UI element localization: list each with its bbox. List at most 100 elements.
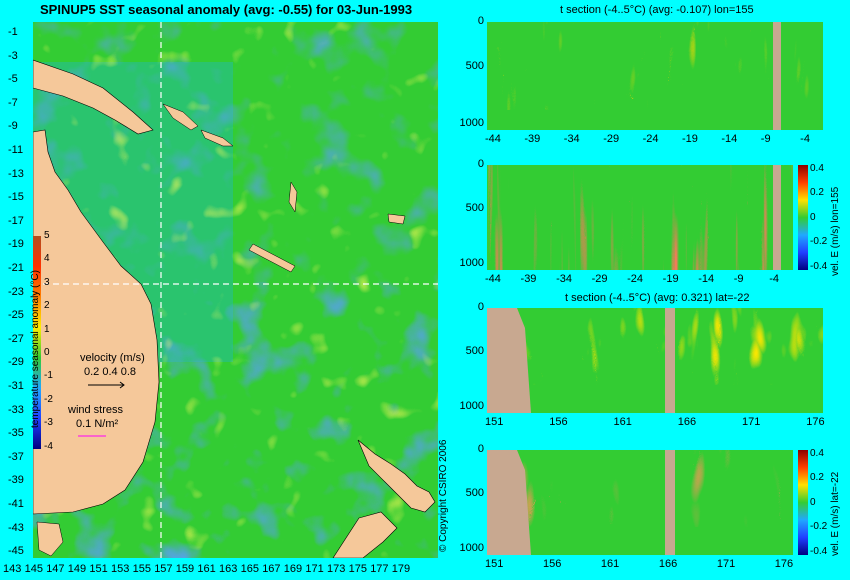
colorbar-tick-label: 3 bbox=[44, 276, 50, 288]
colorbar-tick-label: -4 bbox=[44, 440, 53, 452]
panel2-colorbar-tick: 0.2 bbox=[810, 187, 824, 199]
panel1-x-tick: -9 bbox=[760, 133, 771, 145]
lat-tick-label: -19 bbox=[8, 238, 24, 251]
panel4-colorbar-label: vel. E (m/s) lat=-22 bbox=[830, 471, 841, 556]
vel-colorbar-2 bbox=[798, 450, 808, 555]
lat-tick-label: -3 bbox=[8, 49, 18, 62]
panel4-x-tick: 166 bbox=[658, 558, 678, 570]
lon-tick-label: 165 bbox=[240, 563, 259, 575]
panel2-x-tick: -24 bbox=[627, 273, 644, 285]
land-tasmania bbox=[36, 521, 64, 557]
panel4-colorbar-tick: -0.2 bbox=[810, 521, 828, 533]
panel3-x-tick: 156 bbox=[549, 416, 568, 428]
panel4-y-tick: 1000 bbox=[459, 541, 484, 554]
lat-tick-label: -29 bbox=[8, 356, 24, 369]
lon-tick-label: 147 bbox=[46, 563, 65, 575]
lon-tick-label: 179 bbox=[391, 563, 411, 575]
panel2-colorbar-tick: -0.2 bbox=[810, 236, 828, 248]
lat-tick-label: -23 bbox=[8, 285, 24, 298]
panel3-x-tick: 161 bbox=[613, 416, 632, 428]
velocity-arrows-icon bbox=[88, 381, 125, 389]
panel4-y-tick: 500 bbox=[465, 487, 484, 500]
panel3-y-tick: 500 bbox=[465, 345, 484, 358]
panel2-colorbar-label: vel. E (m/s) lon=155 bbox=[830, 186, 841, 276]
lat-tick-label: -9 bbox=[8, 120, 18, 133]
land-solomons bbox=[162, 103, 234, 147]
lat-tick-label: -13 bbox=[8, 167, 24, 180]
lon-tick-label: 167 bbox=[262, 563, 281, 575]
lat-tick-label: -43 bbox=[8, 521, 24, 534]
lat-tick-label: -17 bbox=[8, 214, 24, 227]
panel4-colorbar-tick: 0.2 bbox=[810, 472, 824, 484]
panel1-y-tick: 500 bbox=[465, 60, 484, 73]
lon-tick-label: 171 bbox=[305, 563, 324, 575]
windstress-label: wind stress bbox=[68, 404, 124, 416]
panel3-temp-section-lat22 bbox=[487, 308, 823, 413]
panel2-y-tick: 500 bbox=[465, 202, 484, 215]
lat-tick-label: -15 bbox=[8, 191, 24, 204]
colorbar-tick-label: 0 bbox=[44, 347, 50, 358]
panel1-y-tick: 0 bbox=[477, 15, 484, 27]
panel1-title: t section (-4..5°C) (avg: -0.107) lon=15… bbox=[560, 4, 754, 16]
panel2-x-tick: -14 bbox=[698, 273, 715, 285]
panel2-x-tick: -4 bbox=[769, 273, 780, 285]
land-new-guinea bbox=[33, 59, 154, 135]
temperature-colorbar bbox=[33, 236, 41, 449]
panel3-title: t section (-4..5°C) (avg: 0.321) lat=-22 bbox=[565, 292, 750, 304]
lat-tick-label: -37 bbox=[8, 450, 24, 463]
colorbar-tick-label: 4 bbox=[44, 253, 50, 265]
lon-tick-label: 175 bbox=[348, 563, 367, 575]
colorbar-tick-label: -1 bbox=[44, 370, 53, 382]
panel1-temp-section-lon155 bbox=[487, 22, 823, 130]
land-australia bbox=[33, 129, 160, 515]
panel2-x-tick: -39 bbox=[520, 273, 537, 285]
windstress-arrow-icon bbox=[78, 435, 106, 437]
copyright: © Copyright CSIRO 2006 bbox=[438, 439, 449, 552]
panel3-y-tick: 1000 bbox=[459, 399, 484, 412]
colorbar-tick-label: 1 bbox=[44, 323, 50, 335]
panel2-colorbar-tick: 0 bbox=[810, 211, 816, 223]
panel4-colorbar-tick: 0.4 bbox=[810, 448, 824, 459]
panel3-y-tick: 0 bbox=[477, 301, 484, 313]
lon-tick-label: 151 bbox=[89, 563, 108, 575]
panel3-x-tick: 171 bbox=[742, 416, 761, 428]
colorbar-tick-label: -3 bbox=[44, 417, 53, 429]
velocity-legend-label: velocity (m/s) bbox=[80, 352, 145, 364]
panel4-x-tick: 176 bbox=[774, 558, 794, 570]
lon-tick-label: 161 bbox=[197, 563, 216, 575]
land-fiji bbox=[387, 213, 406, 225]
lon-tick-label: 155 bbox=[132, 563, 151, 575]
lat-tick-label: -25 bbox=[8, 309, 24, 322]
panel3-x-tick: 166 bbox=[677, 416, 697, 428]
lon-tick-label: 149 bbox=[67, 563, 87, 575]
velocity-legend-values: 0.2 0.4 0.8 bbox=[84, 366, 136, 378]
lon-tick-label: 159 bbox=[175, 563, 195, 575]
panel2-y-tick: 0 bbox=[477, 158, 484, 170]
panel3-x-tick: 151 bbox=[485, 416, 504, 428]
panel4-x-tick: 161 bbox=[600, 558, 620, 570]
panel4-vel-section-lat22 bbox=[487, 450, 793, 555]
panel1-x-tick: -39 bbox=[524, 133, 541, 145]
lat-tick-label: -33 bbox=[8, 403, 24, 416]
panel4-colorbar-tick: 0 bbox=[810, 496, 816, 508]
panel2-x-tick: -9 bbox=[733, 273, 744, 285]
windstress-value: 0.1 N/m² bbox=[76, 418, 119, 430]
lat-tick-label: -7 bbox=[8, 96, 18, 109]
lat-tick-label: -35 bbox=[8, 427, 24, 440]
lon-tick-label: 177 bbox=[370, 563, 389, 575]
panel4-colorbar-tick: -0.4 bbox=[810, 545, 828, 557]
panel2-x-tick: -29 bbox=[591, 273, 608, 285]
lat-tick-label: -31 bbox=[8, 380, 24, 392]
lon-tick-label: 157 bbox=[154, 563, 173, 575]
panel2-x-tick: -34 bbox=[556, 273, 572, 285]
panel4-x-tick: 156 bbox=[542, 558, 562, 570]
panel2-colorbar-tick: 0.4 bbox=[810, 163, 824, 174]
panel4-y-tick: 0 bbox=[477, 443, 484, 455]
vel-colorbar-1 bbox=[798, 165, 808, 270]
panel2-vel-section-lon155 bbox=[487, 165, 793, 270]
panel1-x-tick: -14 bbox=[721, 133, 738, 145]
lat-tick-label: -41 bbox=[8, 498, 24, 510]
lat-tick-label: -21 bbox=[8, 262, 24, 274]
lon-tick-label: 143 bbox=[3, 563, 22, 575]
lon-tick-label: 153 bbox=[111, 563, 130, 575]
